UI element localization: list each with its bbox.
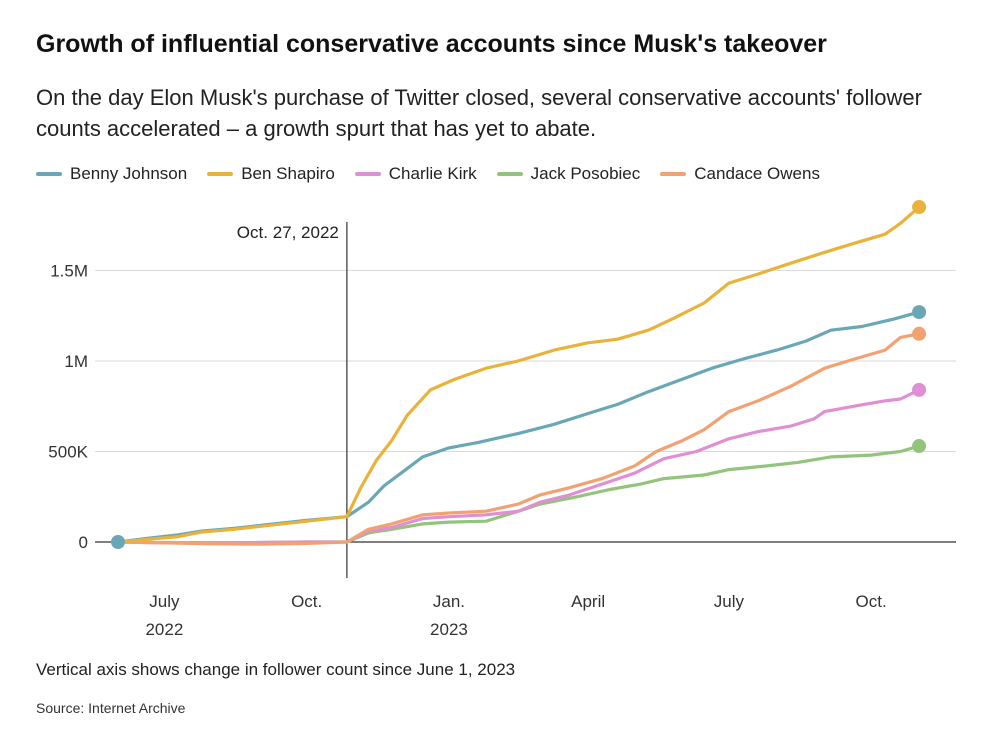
series-end-marker-charlie-kirk (912, 382, 927, 397)
series-line-candace-owens (116, 332, 921, 546)
legend-label: Charlie Kirk (388, 164, 477, 183)
x-tick-label: Oct. (291, 592, 322, 611)
series-end-marker-jack-posobiec (912, 439, 927, 454)
x-tick-label: July (714, 592, 745, 611)
legend: Benny Johnson Ben Shapiro Charlie Kirk J… (36, 164, 840, 184)
series-end-marker-benny-johnson (912, 305, 927, 320)
source-credit: Source: Internet Archive (36, 700, 186, 716)
chart-title: Growth of influential conservative accou… (36, 30, 827, 58)
legend-swatch (496, 172, 523, 176)
legend-item-jack-posobiec: Jack Posobiec (496, 164, 641, 184)
x-tick-label: April (571, 592, 605, 611)
x-tick-label: Oct. (856, 592, 887, 611)
y-tick-label: 1.5M (50, 261, 88, 280)
legend-swatch (660, 172, 687, 176)
legend-item-benny-johnson: Benny Johnson (36, 164, 187, 184)
y-tick-label: 1M (64, 352, 88, 371)
legend-item-candace-owens: Candace Owens (660, 164, 820, 184)
series-start-marker (111, 535, 125, 549)
legend-swatch (354, 172, 381, 176)
takeover-annotation-label: Oct. 27, 2022 (237, 223, 339, 242)
legend-swatch (36, 172, 62, 176)
legend-item-ben-shapiro: Ben Shapiro (207, 164, 335, 184)
legend-swatch (207, 172, 234, 176)
series-line-benny-johnson (116, 310, 921, 544)
legend-label: Benny Johnson (70, 164, 188, 183)
x-tick-year-label: 2023 (430, 620, 468, 639)
y-tick-label: 500K (48, 442, 88, 461)
series-line-charlie-kirk (116, 388, 921, 545)
x-tick-year-label: 2022 (145, 620, 183, 639)
chart-subtitle: On the day Elon Musk's purchase of Twitt… (36, 85, 922, 141)
legend-label: Candace Owens (694, 164, 820, 183)
series-line-ben-shapiro (116, 205, 921, 544)
x-tick-label: Jan. (433, 592, 465, 611)
legend-label: Ben Shapiro (241, 164, 335, 183)
axis-note: Vertical axis shows change in follower c… (36, 660, 516, 679)
legend-label: Jack Posobiec (530, 164, 641, 183)
series-end-marker-ben-shapiro (912, 200, 927, 215)
x-tick-label: July (149, 592, 180, 611)
y-tick-label: 0 (79, 533, 88, 552)
series-end-marker-candace-owens (912, 326, 927, 341)
legend-item-charlie-kirk: Charlie Kirk (354, 164, 477, 184)
